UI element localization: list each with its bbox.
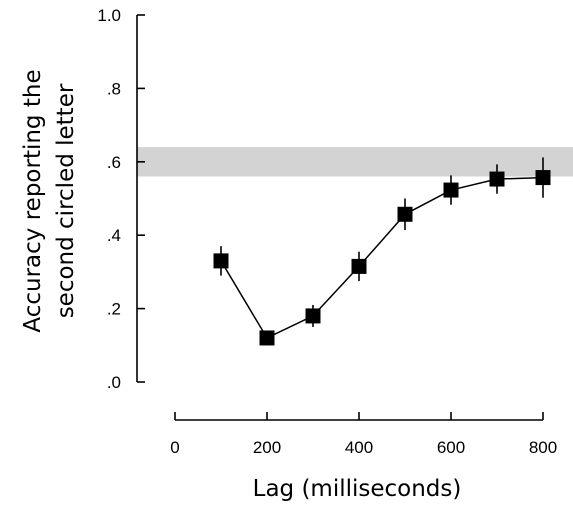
x-tick-label: 800 bbox=[529, 438, 557, 457]
data-point bbox=[213, 253, 229, 269]
x-tick-label: 200 bbox=[253, 438, 281, 457]
data-point bbox=[443, 182, 459, 198]
x-tick-label: 0 bbox=[170, 438, 179, 457]
x-axis-ticks: 0 200 400 600 800 bbox=[170, 412, 557, 457]
data-point bbox=[397, 206, 413, 222]
x-tick-label: 600 bbox=[437, 438, 465, 457]
y-tick-label: 1.0 bbox=[97, 6, 121, 25]
y-tick-label: .6 bbox=[107, 153, 121, 172]
y-tick-label: .4 bbox=[107, 226, 121, 245]
data-point bbox=[305, 308, 321, 324]
y-axis-title-line-1: Accuracy reporting the bbox=[20, 69, 46, 332]
x-axis-title: Lag (milliseconds) bbox=[253, 476, 462, 502]
data-point bbox=[489, 171, 505, 187]
y-tick-label: .2 bbox=[107, 300, 121, 319]
reference-band bbox=[137, 147, 573, 177]
y-axis-ticks: .0 .2 .4 .6 .8 1.0 bbox=[97, 6, 145, 392]
y-axis-title-line-2: second circled letter bbox=[53, 83, 79, 318]
reference-band-layer bbox=[137, 147, 573, 177]
data-point bbox=[259, 330, 275, 346]
series-layer bbox=[213, 157, 551, 346]
y-tick-label: .0 bbox=[107, 373, 121, 392]
series-line bbox=[220, 176, 544, 339]
data-point bbox=[351, 258, 367, 274]
x-tick-label: 400 bbox=[345, 438, 373, 457]
data-point bbox=[535, 170, 551, 186]
y-tick-label: .8 bbox=[107, 79, 121, 98]
